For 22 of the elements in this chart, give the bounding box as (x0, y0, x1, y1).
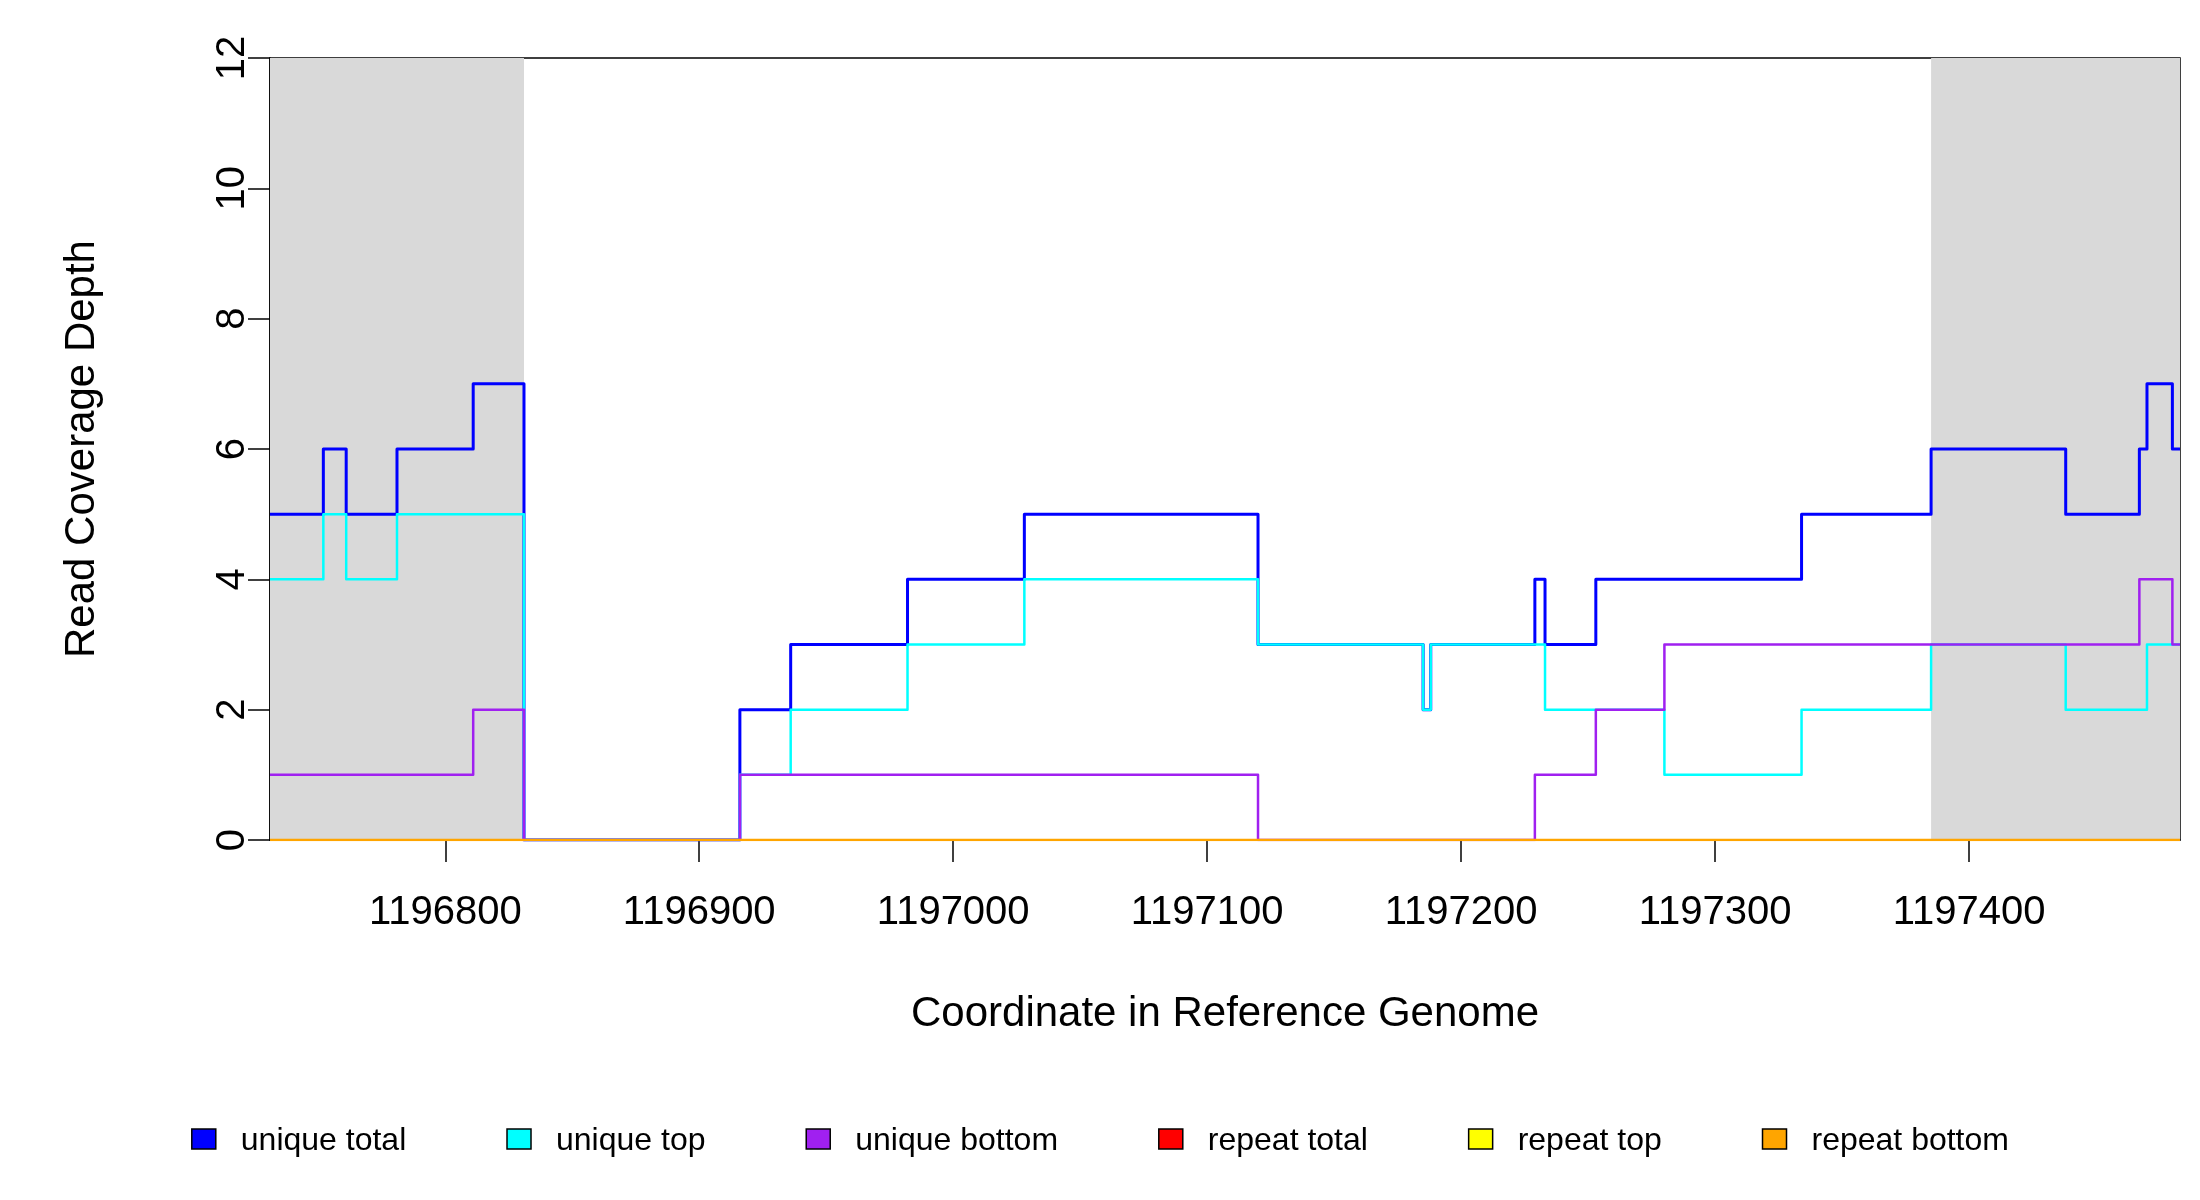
x-tick-label: 1197400 (1892, 888, 2046, 932)
y-tick-label: 4 (208, 568, 252, 591)
legend-label: unique top (556, 1121, 706, 1157)
legend-label: repeat bottom (1811, 1121, 2009, 1157)
x-tick-label: 1197300 (1638, 888, 1792, 932)
legend-label: repeat total (1207, 1121, 1368, 1157)
x-tick-label: 1196800 (368, 888, 522, 932)
x-tick-label: 1197200 (1384, 888, 1538, 932)
y-tick-label: 8 (208, 307, 252, 330)
y-tick-label: 12 (208, 35, 252, 81)
x-axis-title: Coordinate in Reference Genome (910, 987, 1540, 1035)
y-tick-label: 2 (208, 698, 252, 721)
legend-label: unique bottom (855, 1121, 1059, 1157)
y-tick-label: 0 (208, 828, 252, 852)
x-tick-label: 1197100 (1130, 888, 1284, 932)
y-tick-label: 10 (208, 166, 252, 211)
legend-label: unique total (240, 1121, 407, 1157)
legend-label: repeat top (1517, 1121, 1662, 1157)
x-tick-label: 1196900 (622, 888, 776, 932)
y-tick-label: 6 (208, 437, 252, 461)
y-axis-title: Read Coverage Depth (55, 240, 103, 658)
x-tick-label: 1197000 (876, 888, 1030, 932)
